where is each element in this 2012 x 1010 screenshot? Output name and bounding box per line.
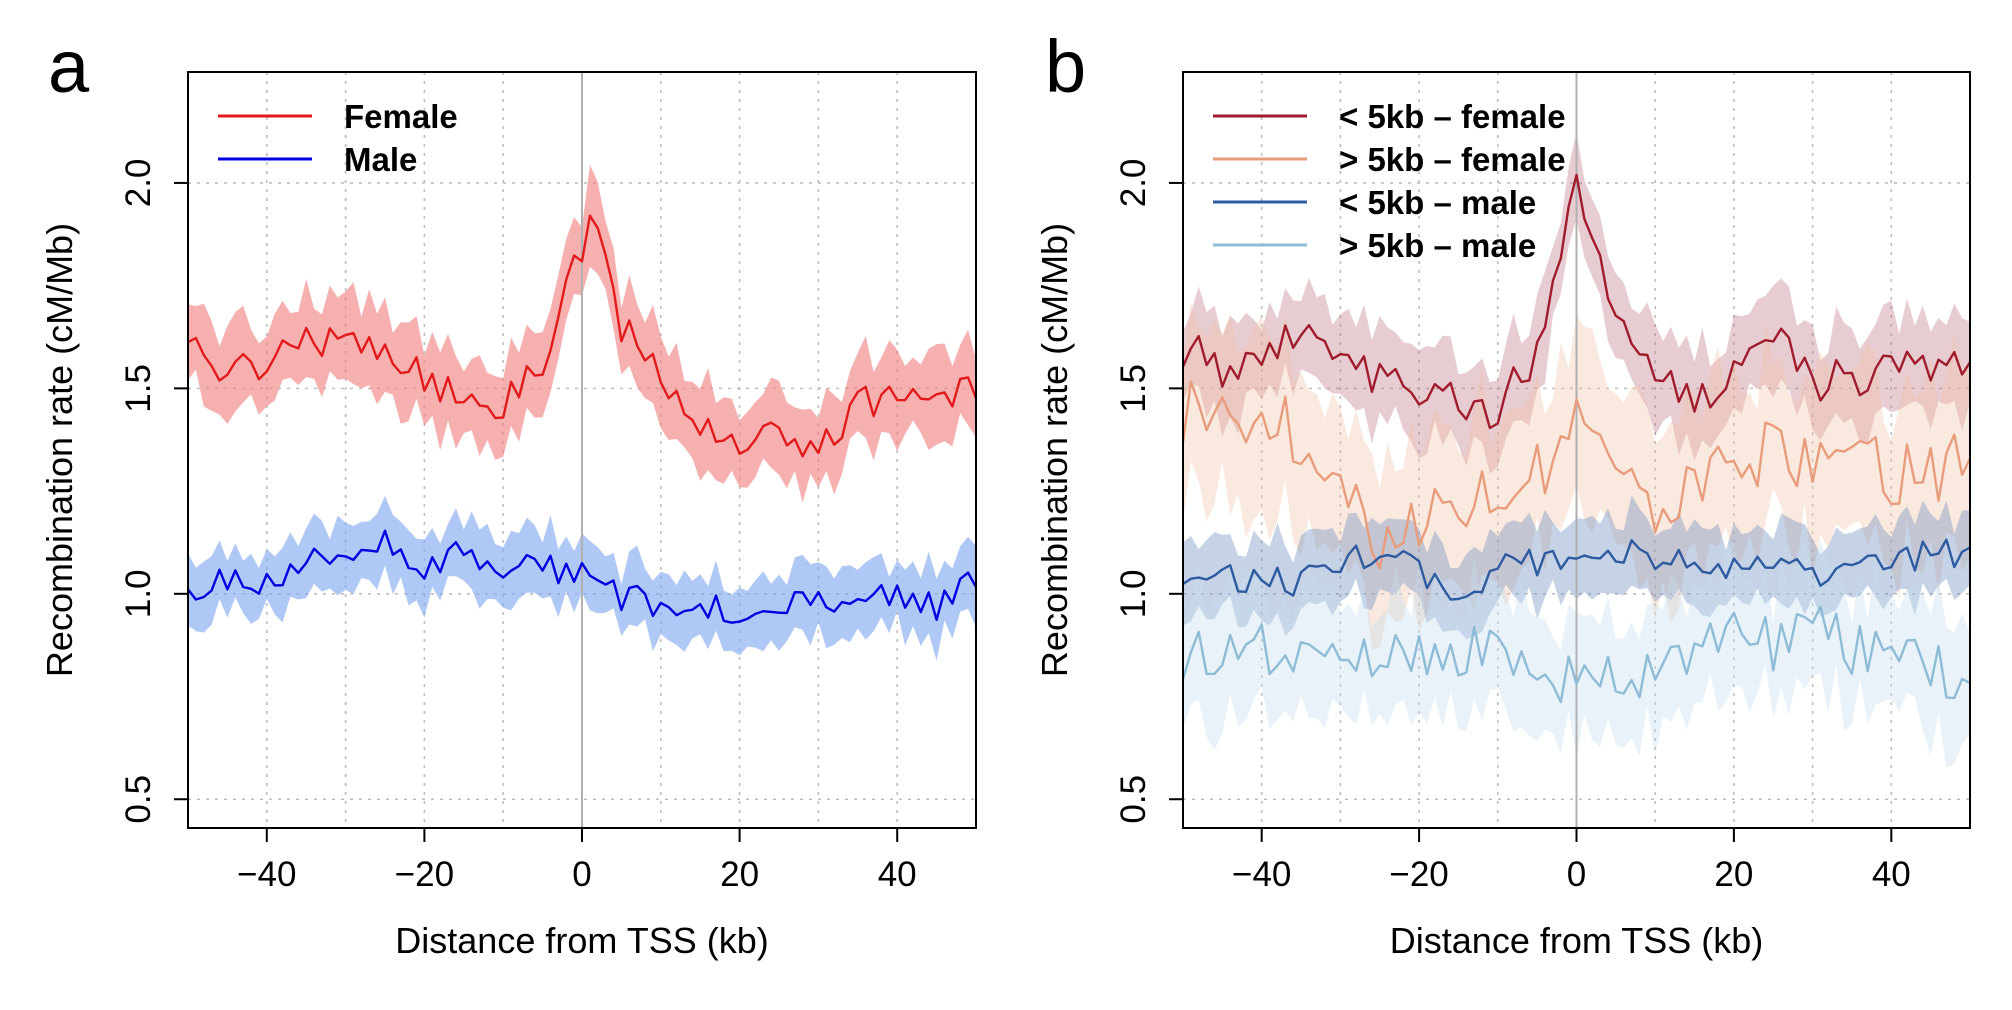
legend-label-2: Male: [344, 141, 417, 178]
confidence-band-1: [1183, 131, 1970, 474]
grid: [1183, 72, 1970, 828]
panel-a: a −40 −20 0 20 40 0.5 1.0 1.5 2.0 Distance from…: [39, 25, 977, 961]
series-line-1: [188, 214, 976, 458]
x-axis-title: Distance from TSS (kb): [1390, 920, 1763, 961]
legend-label-3: < 5kb – male: [1339, 184, 1536, 221]
x-tick-label: 40: [878, 855, 917, 894]
panel-letter: b: [1045, 25, 1086, 108]
y-tick-label: 1.5: [1114, 364, 1153, 413]
y-axis-title: Recombination rate (cM/Mb): [1034, 223, 1075, 677]
x-tick-label: −40: [1232, 855, 1291, 894]
x-tick-label: −20: [1389, 855, 1448, 894]
x-axis-title: Distance from TSS (kb): [395, 920, 768, 961]
series-line-1: [1183, 173, 1970, 430]
legend: Female Male: [218, 98, 458, 178]
x-tick-label: 40: [1872, 855, 1911, 894]
x-tick-label: 0: [1567, 855, 1586, 894]
x-tick-label: −20: [395, 855, 454, 894]
series-line-3: [1183, 538, 1970, 601]
legend-label-1: < 5kb – female: [1339, 98, 1566, 135]
y-tick-label: 0.5: [119, 775, 158, 824]
y-tick-label: 1.0: [1114, 569, 1153, 618]
y-tick-label: 1.0: [119, 569, 158, 618]
legend-label-4: > 5kb – male: [1339, 227, 1536, 264]
series-lines: [1183, 173, 1970, 704]
legend-label-2: > 5kb – female: [1339, 141, 1566, 178]
x-axis: −40 −20 0 20 40: [237, 828, 917, 894]
y-axis: 0.5 1.0 1.5 2.0: [1114, 159, 1183, 824]
x-tick-label: −40: [237, 855, 296, 894]
series-lines: [188, 214, 976, 624]
x-axis: −40 −20 0 20 40: [1232, 828, 1911, 894]
y-tick-label: 1.5: [119, 364, 158, 413]
x-tick-label: 20: [720, 855, 759, 894]
x-tick-label: 0: [572, 855, 591, 894]
panel-letter: a: [48, 25, 90, 108]
legend-label-1: Female: [344, 98, 458, 135]
series-line-2: [188, 529, 976, 624]
panel-b: b −40 −20 0 20 40 0.5 1.0 1.5 2.0 Distance from…: [1034, 25, 1971, 961]
legend: < 5kb – female > 5kb – female < 5kb – male…: [1213, 98, 1566, 264]
x-tick-label: 20: [1714, 855, 1753, 894]
y-tick-label: 0.5: [1114, 775, 1153, 824]
y-tick-label: 2.0: [1114, 159, 1153, 208]
y-axis-title: Recombination rate (cM/Mb): [39, 223, 80, 677]
confidence-band-1: [188, 164, 976, 503]
series-line-4: [1183, 605, 1970, 704]
series-line-2: [1183, 380, 1970, 570]
y-tick-label: 2.0: [119, 159, 158, 208]
y-axis: 0.5 1.0 1.5 2.0: [119, 159, 188, 824]
